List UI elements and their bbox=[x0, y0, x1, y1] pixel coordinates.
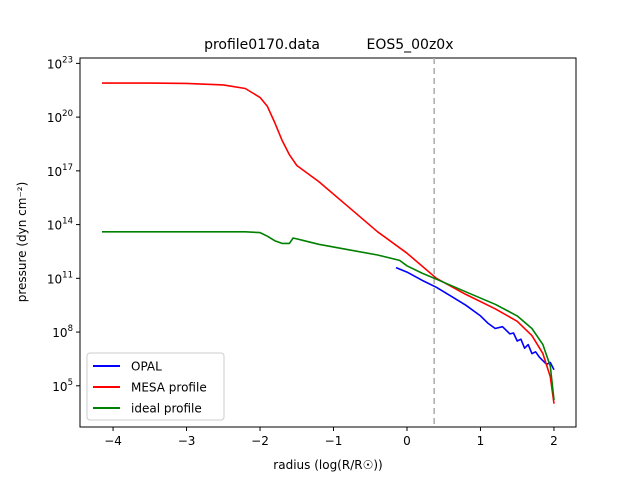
legend-label-0: OPAL bbox=[131, 360, 162, 374]
legend: OPAL MESA profile ideal profile bbox=[86, 352, 225, 421]
series-line-0 bbox=[395, 266, 555, 371]
x-tick-label: 2 bbox=[550, 434, 558, 448]
x-tick-label: −1 bbox=[325, 434, 343, 448]
y-tick-label: 1017 bbox=[47, 163, 73, 179]
chart-title-right: EOS5_00z0x bbox=[366, 37, 453, 53]
chart-title-left: profile0170.data bbox=[204, 37, 320, 53]
legend-label-1: MESA profile bbox=[131, 381, 207, 395]
x-axis-ticks: −4 −3 −2 −1 0 1 2 bbox=[104, 427, 558, 448]
series-line-1 bbox=[102, 82, 555, 404]
y-axis-label: pressure (dyn cm⁻²) bbox=[15, 182, 29, 303]
x-tick-label: 0 bbox=[403, 434, 411, 448]
x-axis-label: radius (log(R/R☉)) bbox=[273, 458, 382, 472]
x-tick-label: −4 bbox=[104, 434, 122, 448]
series-group bbox=[102, 82, 555, 404]
legend-label-2: ideal profile bbox=[131, 402, 202, 416]
x-tick-label: 1 bbox=[477, 434, 485, 448]
y-tick-label: 1011 bbox=[47, 270, 73, 286]
y-tick-label: 108 bbox=[52, 324, 73, 340]
series-line-2 bbox=[102, 231, 555, 401]
plot-frame bbox=[79, 57, 577, 428]
x-tick-label: −3 bbox=[178, 434, 196, 448]
y-tick-label: 1014 bbox=[47, 217, 73, 233]
legend-box bbox=[86, 352, 225, 421]
x-tick-label: −2 bbox=[251, 434, 269, 448]
y-axis-ticks: 105 108 1011 1014 1017 1020 1023 bbox=[47, 55, 80, 394]
y-tick-label: 1020 bbox=[47, 109, 73, 125]
y-tick-label: 1023 bbox=[47, 55, 73, 71]
y-tick-label: 105 bbox=[52, 378, 73, 394]
